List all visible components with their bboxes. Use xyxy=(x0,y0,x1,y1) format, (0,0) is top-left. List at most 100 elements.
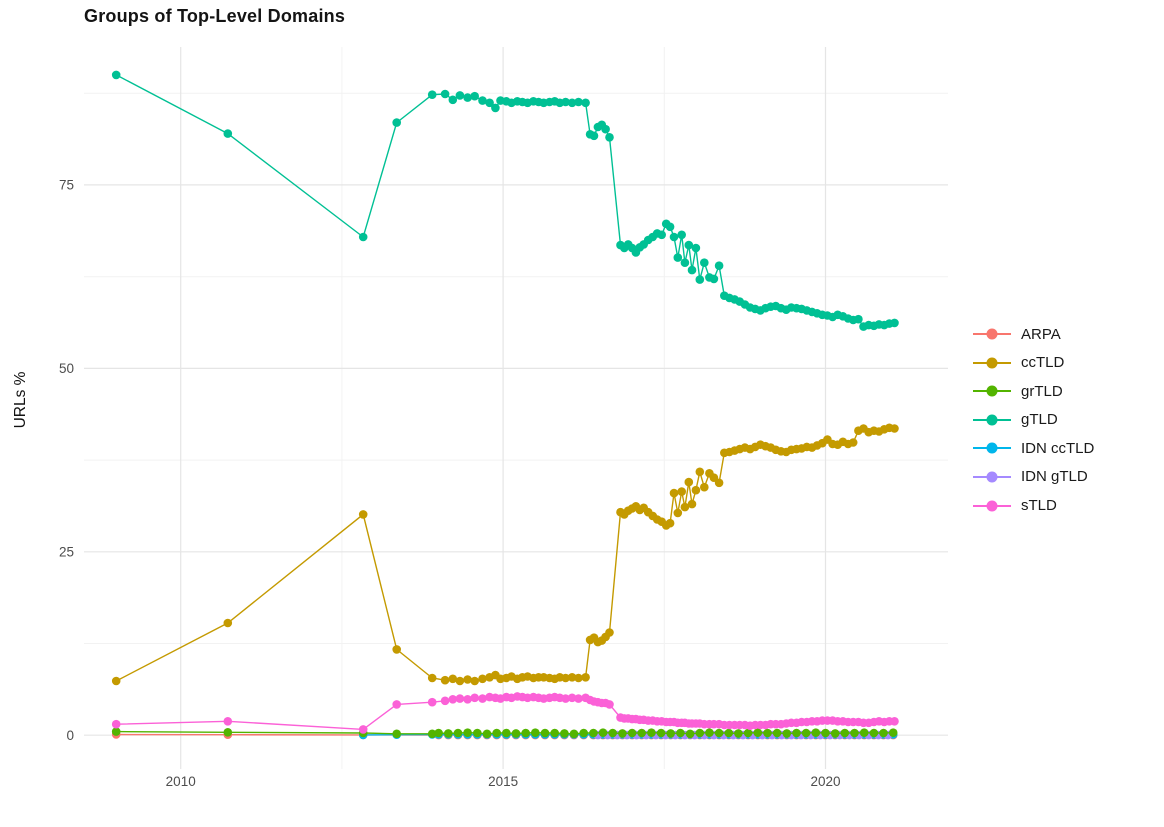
data-point-grtld xyxy=(502,728,511,738)
data-point-gtld xyxy=(673,253,683,262)
x-tick-label: 2015 xyxy=(488,774,518,789)
data-point-cctld xyxy=(665,518,675,528)
data-point-stld xyxy=(358,725,368,734)
legend-item-gtld: gTLD xyxy=(973,411,1094,429)
data-point-stld xyxy=(478,694,487,703)
data-point-grtld xyxy=(724,728,734,738)
data-point-stld xyxy=(455,694,465,703)
data-point-grtld xyxy=(714,728,724,738)
data-point-gtld xyxy=(485,98,494,108)
data-point-gtld xyxy=(574,97,583,107)
data-point-grtld xyxy=(511,729,521,738)
data-point-stld xyxy=(574,694,583,703)
data-point-stld xyxy=(223,717,233,726)
data-point-grtld xyxy=(569,729,579,739)
data-point-stld xyxy=(561,694,570,703)
data-point-gtld xyxy=(890,318,899,328)
data-point-stld xyxy=(392,700,402,709)
legend-key-dot xyxy=(986,414,998,426)
data-point-gtld xyxy=(470,91,480,101)
data-point-grtld xyxy=(850,728,859,738)
data-point-grtld xyxy=(608,728,617,738)
data-point-cctld xyxy=(427,673,437,683)
data-point-gtld xyxy=(854,314,863,324)
data-point-gtld xyxy=(111,70,121,80)
data-point-gtld xyxy=(358,232,368,242)
data-point-stld xyxy=(448,695,458,704)
data-point-stld xyxy=(440,696,450,706)
data-point-cctld xyxy=(890,424,899,433)
data-point-cctld xyxy=(669,488,679,498)
data-point-grtld xyxy=(453,728,463,738)
data-point-grtld xyxy=(811,728,821,737)
data-point-grtld xyxy=(492,728,502,738)
legend-key-dot xyxy=(986,442,998,454)
data-point-cctld xyxy=(581,673,590,682)
legend-item-cctld: ccTLD xyxy=(973,354,1094,372)
data-point-cctld xyxy=(700,482,709,492)
data-point-cctld xyxy=(684,477,694,487)
legend-key-dot xyxy=(986,500,998,512)
data-point-grtld xyxy=(801,728,811,738)
data-point-cctld xyxy=(567,673,577,682)
data-point-cctld xyxy=(680,502,690,512)
legend-label: gTLD xyxy=(1021,411,1058,429)
data-point-cctld xyxy=(677,487,686,496)
legend-item-arpa: ARPA xyxy=(973,325,1094,343)
data-point-stld xyxy=(567,693,577,703)
legend-key-icon xyxy=(973,442,1011,454)
data-point-grtld xyxy=(589,728,598,738)
data-point-grtld xyxy=(772,728,782,738)
legend-key-icon xyxy=(973,385,1011,397)
data-point-grtld xyxy=(434,728,443,738)
legend-label: grTLD xyxy=(1021,382,1063,400)
data-point-gtld xyxy=(687,265,697,275)
legend-item-grtld: grTLD xyxy=(973,382,1094,400)
data-point-cctld xyxy=(691,485,701,495)
data-point-grtld xyxy=(840,728,850,738)
data-point-grtld xyxy=(521,728,530,738)
data-point-grtld xyxy=(821,728,830,738)
data-point-cctld xyxy=(111,676,121,686)
legend-key-dot xyxy=(986,328,998,340)
data-point-grtld xyxy=(647,728,656,737)
data-point-cctld xyxy=(848,438,858,447)
data-point-gtld xyxy=(589,131,599,141)
data-point-grtld xyxy=(550,728,559,738)
data-point-gtld xyxy=(440,89,450,99)
y-tick-label: 25 xyxy=(59,545,74,560)
legend-label: ccTLD xyxy=(1021,354,1065,372)
data-point-gtld xyxy=(605,133,614,142)
data-point-gtld xyxy=(581,98,590,108)
data-point-grtld xyxy=(223,728,233,737)
data-point-cctld xyxy=(223,618,233,628)
data-point-gtld xyxy=(677,230,686,240)
data-point-gtld xyxy=(669,232,679,242)
data-point-cctld xyxy=(463,675,472,684)
data-point-grtld xyxy=(743,728,753,738)
legend-key-icon xyxy=(973,357,1011,369)
data-point-grtld xyxy=(869,728,879,738)
legend: ARPA ccTLD grTLD gTLD IDN ccTLD IDN gTLD sTLD xyxy=(973,325,1094,525)
data-point-grtld xyxy=(427,729,437,739)
data-point-gtld xyxy=(700,258,709,268)
data-point-cctld xyxy=(440,675,450,685)
data-point-gtld xyxy=(665,222,675,232)
data-point-gtld xyxy=(491,103,500,113)
legend-key-icon xyxy=(973,414,1011,426)
legend-key-dot xyxy=(986,471,998,483)
data-point-grtld xyxy=(792,728,801,738)
data-point-cctld xyxy=(448,674,458,684)
data-point-grtld xyxy=(656,728,666,738)
data-point-cctld xyxy=(478,674,487,684)
data-point-grtld xyxy=(753,728,763,737)
data-point-grtld xyxy=(879,728,888,738)
data-point-gtld xyxy=(691,243,701,253)
data-point-grtld xyxy=(444,729,453,738)
data-point-grtld xyxy=(531,728,540,737)
data-point-gtld xyxy=(601,124,610,134)
legend-item-idn-gtld: IDN gTLD xyxy=(973,468,1094,486)
legend-label: IDN gTLD xyxy=(1021,468,1088,486)
data-point-grtld xyxy=(627,728,637,738)
